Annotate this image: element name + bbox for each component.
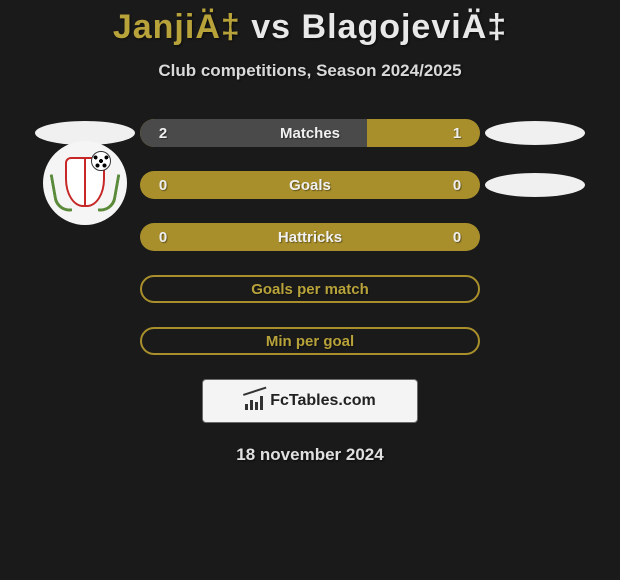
stat-row: Min per goal: [0, 327, 620, 355]
stat-left-value: 2: [140, 125, 186, 142]
subtitle: Club competitions, Season 2024/2025: [0, 61, 620, 81]
stat-right-value: 0: [434, 229, 480, 246]
stat-pill-mpg: Min per goal: [140, 327, 480, 355]
stat-label: Hattricks: [186, 229, 434, 246]
stat-label: Goals: [186, 177, 434, 194]
right-side: [480, 121, 590, 145]
bar-chart-icon: [244, 392, 266, 410]
right-side: [480, 173, 590, 197]
ball-icon: [91, 151, 111, 171]
date-text: 18 november 2024: [0, 445, 620, 465]
page-title: JanjiÄ‡ vs BlagojeviÄ‡: [0, 8, 620, 47]
stat-label: Min per goal: [188, 333, 432, 350]
brand-label: FcTables.com: [270, 392, 376, 409]
stat-row: 0 Hattricks 0: [0, 223, 620, 251]
brand-box: FcTables.com: [202, 379, 418, 423]
stat-pill-gpm: Goals per match: [140, 275, 480, 303]
stat-label: Matches: [186, 125, 434, 142]
stat-right-value: 1: [434, 125, 480, 142]
title-vs: vs: [251, 8, 291, 46]
club-badge-icon: JABOP: [43, 141, 127, 225]
stat-row: JABOP 0 Goals 0: [0, 171, 620, 199]
left-side: JABOP: [30, 145, 140, 225]
title-player2: BlagojeviÄ‡: [302, 8, 508, 46]
stat-right-value: 0: [434, 177, 480, 194]
infographic-root: JanjiÄ‡ vs BlagojeviÄ‡ Club competitions…: [0, 0, 620, 465]
stat-row: Goals per match: [0, 275, 620, 303]
stat-pill-matches: 2 Matches 1: [140, 119, 480, 147]
brand-text: FcTables.com: [270, 392, 376, 410]
stat-pill-goals: 0 Goals 0: [140, 171, 480, 199]
stat-left-value: 0: [140, 229, 186, 246]
title-player1: JanjiÄ‡: [113, 8, 241, 46]
stat-label: Goals per match: [188, 281, 432, 298]
right-ellipse-icon: [485, 173, 585, 197]
stat-left-value: 0: [140, 177, 186, 194]
right-ellipse-icon: [485, 121, 585, 145]
stat-pill-hattricks: 0 Hattricks 0: [140, 223, 480, 251]
